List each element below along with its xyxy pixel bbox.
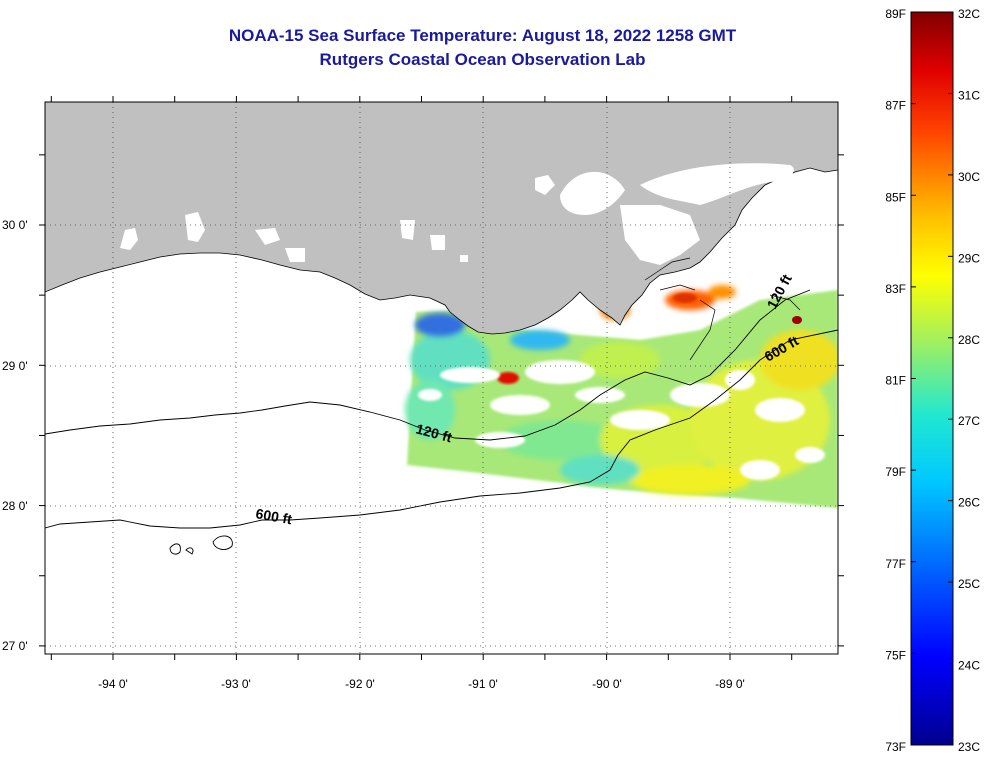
longitude-labels: -94 0' -93 0' -92 0' -91 0' -90 0' -89 0…	[98, 677, 745, 691]
lat-label: 29 0'	[2, 359, 28, 373]
lat-label: 27 0'	[2, 639, 28, 653]
colorbar-c-label: 28C	[958, 333, 980, 347]
colorbar-f-label: 87F	[885, 99, 906, 113]
latitude-labels: 30 0' 29 0' 28 0' 27 0'	[2, 218, 28, 653]
chart-subtitle: Rutgers Coastal Ocean Observation Lab	[319, 50, 646, 69]
colorbar-f-label: 89F	[885, 7, 906, 21]
colorbar-f-label: 75F	[885, 648, 906, 662]
lon-label: -94 0'	[98, 677, 128, 691]
colorbar-c-label: 25C	[958, 577, 980, 591]
lon-label: -92 0'	[345, 677, 375, 691]
cloud-mask	[418, 360, 825, 480]
colorbar-c-label: 31C	[958, 88, 980, 102]
lon-label: -89 0'	[715, 677, 745, 691]
colorbar-c-label: 30C	[958, 170, 980, 184]
colorbar-c-label: 24C	[958, 659, 980, 673]
graticule	[45, 102, 838, 654]
chart-title: NOAA-15 Sea Surface Temperature: August …	[228, 26, 737, 45]
lon-label: -90 0'	[592, 677, 622, 691]
colorbar-c-label: 32C	[958, 7, 980, 21]
isobath-contours	[45, 289, 838, 555]
colorbar-f-label: 79F	[885, 465, 906, 479]
colorbar-f-label: 83F	[885, 282, 906, 296]
sst-data-swath	[405, 285, 838, 508]
lon-label: -93 0'	[221, 677, 251, 691]
colorbar-gradient	[910, 11, 954, 746]
colorbar-c-label: 26C	[958, 496, 980, 510]
colorbar-f-label: 81F	[885, 374, 906, 388]
lat-label: 28 0'	[2, 499, 28, 513]
land-cloud-patches	[120, 163, 835, 270]
lon-label: -91 0'	[468, 677, 498, 691]
contour-120ft-west	[45, 289, 811, 441]
colorbar-c-label: 23C	[958, 740, 980, 754]
colorbar-f-label: 77F	[885, 557, 906, 571]
colorbar: 89F 87F 85F 83F 81F 79F 77F 75F 73F 32C 31C 30C 29C…	[885, 7, 980, 754]
colorbar-c-label: 27C	[958, 414, 980, 428]
axis-ticks	[39, 96, 844, 660]
map-frame	[44, 101, 839, 655]
colorbar-f-label: 85F	[885, 190, 906, 204]
contour-label-600ft-west: 600 ft	[254, 505, 293, 527]
colorbar-c-label: 29C	[958, 251, 980, 265]
delta-islands	[644, 257, 801, 361]
colorbar-f-label: 73F	[885, 740, 906, 754]
lat-label: 30 0'	[2, 218, 28, 232]
contour-600ft	[45, 329, 838, 529]
